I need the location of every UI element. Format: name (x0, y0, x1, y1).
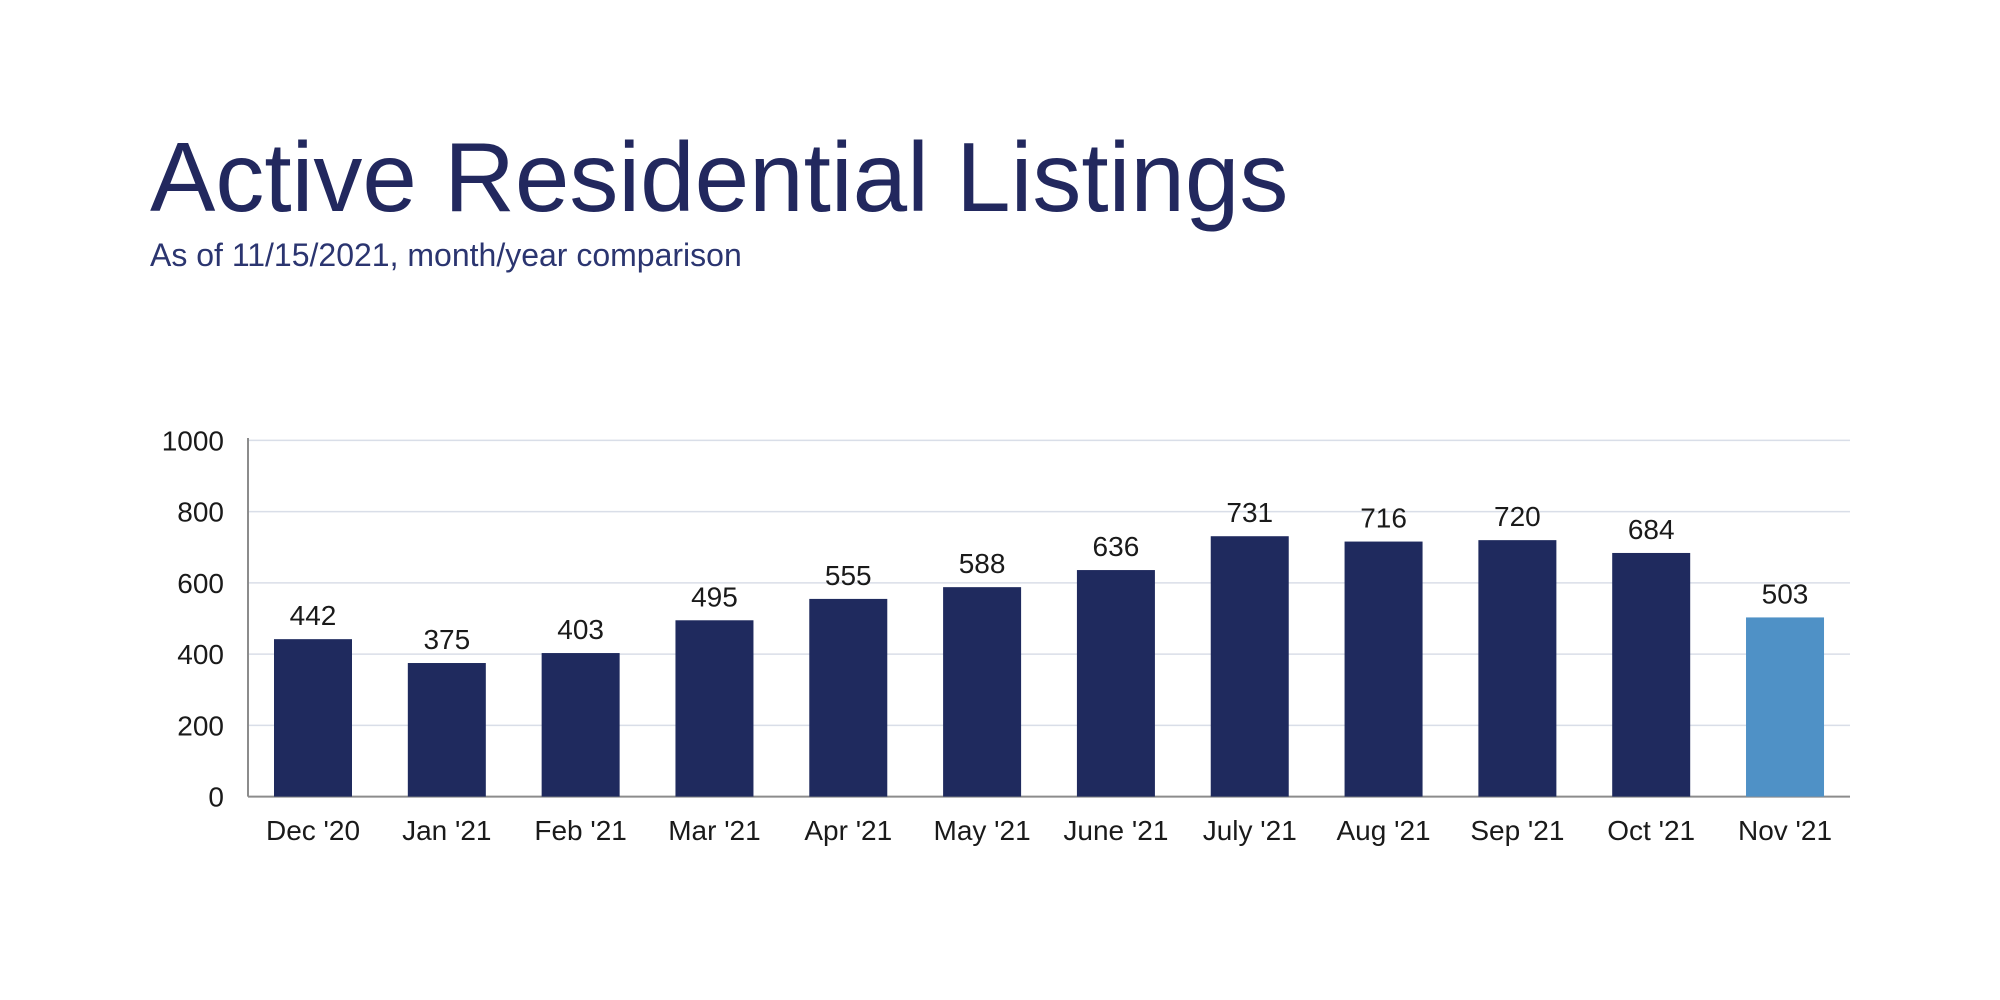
svg-text:684: 684 (1628, 514, 1675, 545)
svg-text:588: 588 (959, 548, 1006, 579)
svg-text:Dec '20: Dec '20 (266, 815, 360, 846)
svg-text:555: 555 (825, 560, 872, 591)
svg-text:Sep '21: Sep '21 (1470, 815, 1564, 846)
svg-text:442: 442 (290, 600, 337, 631)
svg-text:Nov '21: Nov '21 (1738, 815, 1832, 846)
svg-text:800: 800 (177, 497, 224, 528)
svg-text:716: 716 (1360, 503, 1407, 534)
svg-text:July '21: July '21 (1203, 815, 1297, 846)
svg-text:Oct '21: Oct '21 (1607, 815, 1695, 846)
svg-text:Apr '21: Apr '21 (804, 815, 892, 846)
svg-text:636: 636 (1093, 531, 1140, 562)
svg-text:Mar '21: Mar '21 (668, 815, 761, 846)
svg-text:503: 503 (1762, 578, 1809, 609)
svg-text:375: 375 (423, 624, 470, 655)
svg-text:600: 600 (177, 568, 224, 599)
svg-text:400: 400 (177, 639, 224, 670)
svg-text:June '21: June '21 (1063, 815, 1168, 846)
svg-text:720: 720 (1494, 501, 1541, 532)
svg-text:May '21: May '21 (934, 815, 1031, 846)
svg-text:495: 495 (691, 581, 738, 612)
svg-text:731: 731 (1226, 497, 1273, 528)
svg-text:0: 0 (208, 782, 224, 813)
svg-text:Aug '21: Aug '21 (1337, 815, 1431, 846)
svg-text:403: 403 (557, 614, 604, 645)
svg-text:Feb '21: Feb '21 (534, 815, 627, 846)
svg-text:1000: 1000 (162, 425, 224, 456)
svg-text:200: 200 (177, 710, 224, 741)
svg-text:Jan '21: Jan '21 (402, 815, 491, 846)
